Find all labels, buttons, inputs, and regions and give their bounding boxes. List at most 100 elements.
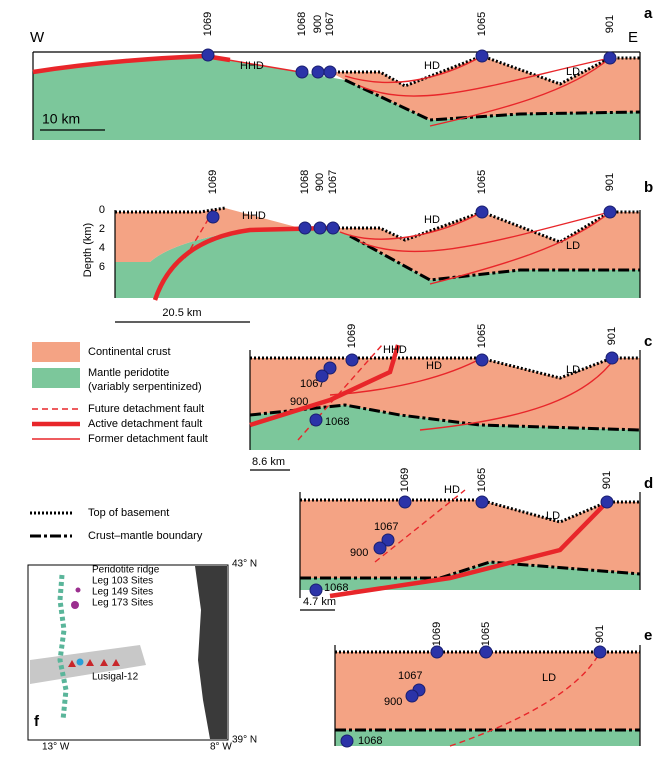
map: Peridotite ridge Leg 103 Sites Leg 149 S… [28,559,257,752]
depth-tick: 4 [99,242,105,254]
site-label: 900 [314,173,326,191]
fault-label: HHD [383,344,407,356]
legend-text: (variably serpentinized) [88,381,202,393]
crust [335,652,640,730]
fault-label: HHD [240,60,264,72]
panel-c: 8.6 km c HHD HD LD [250,333,652,470]
depth-tick: 2 [99,223,105,235]
site-label: 901 [604,173,616,191]
site-marker [202,49,214,61]
crust [300,500,640,578]
site-label: 1065 [476,12,488,36]
site-marker [296,66,308,78]
site-marker [324,66,336,78]
legend-text: Future detachment fault [88,403,204,415]
site-label: 1069 [346,324,358,348]
fault-label: LD [566,364,580,376]
lat-label: 43° N [232,559,257,570]
fault-label: LD [546,510,560,522]
site-marker [76,588,81,593]
map-legend: Peridotite ridge [92,565,160,576]
panel-label: e [644,627,652,644]
site-label: 1065 [476,468,488,492]
site-label: 901 [606,327,618,345]
site-marker [476,354,488,366]
legend-text: Continental crust [88,346,171,358]
map-legend: Leg 149 Sites [92,587,153,598]
site-label: 1065 [476,170,488,194]
fault-label: HD [424,214,440,226]
site-marker [207,211,219,223]
site-marker [310,584,322,596]
west-label: W [30,29,45,46]
depth-tick: 6 [99,261,105,273]
site-marker [604,52,616,64]
site-label: 900 [290,396,308,408]
legend-text: Active detachment fault [88,418,202,430]
scale-label: 10 km [42,111,80,127]
site-marker [476,50,488,62]
depth-tick: 0 [99,204,105,216]
site-marker [312,66,324,78]
site-marker [601,496,613,508]
site-marker [316,370,328,382]
site-marker [341,735,353,747]
fault-label: HD [424,60,440,72]
fault-label: LD [566,66,580,78]
map-legend: Leg 173 Sites [92,598,153,609]
panel-a: 10 km W E a HHD HD LD [30,5,653,140]
profile-label: Lusigal-12 [92,672,139,683]
site-label: 1067 [374,521,398,533]
site-label: 1068 [324,582,348,594]
panel-b: Depth (km) 0 2 4 6 20.5 km b HHD HD LD [82,179,653,322]
legend-text: Top of basement [88,507,169,519]
lon-label: 13° W [42,742,70,752]
legend-swatch [32,342,80,362]
east-label: E [628,29,638,46]
panel-label: b [644,179,653,196]
site-marker [406,690,418,702]
site-label: 1069 [431,622,443,646]
scale-label: 20.5 km [162,307,201,319]
site-marker [476,206,488,218]
scale-label: 8.6 km [252,456,285,468]
lon-label: 8° W [210,742,232,752]
site-marker [299,222,311,234]
site-label: 900 [312,15,324,33]
site-marker [374,542,386,554]
site-marker [77,659,84,666]
site-label: 900 [384,696,402,708]
site-label: 1069 [207,170,219,194]
fault-label: HHD [242,210,266,222]
panel-label: a [644,5,653,22]
site-marker [606,352,618,364]
site-marker [314,222,326,234]
site-label: 1068 [358,735,382,747]
site-label: 1065 [476,324,488,348]
site-label: 1068 [325,416,349,428]
site-marker [594,646,606,658]
site-label: 901 [601,471,613,489]
legend-text: Crust–mantle boundary [88,530,203,542]
site-marker [71,601,79,609]
site-marker [431,646,443,658]
depth-axis-title: Depth (km) [82,223,94,277]
legend-text: Mantle peridotite [88,367,169,379]
fault-label: LD [542,672,556,684]
site-label: 1067 [324,12,336,36]
fault-label: HD [426,360,442,372]
legend-swatch [32,368,80,388]
panel-e: e LD [335,627,652,746]
site-label: 1069 [202,12,214,36]
site-marker [476,496,488,508]
panel-label: c [644,333,652,350]
fault-label: HD [444,484,460,496]
site-label: 901 [594,625,606,643]
panel-label: d [644,475,653,492]
site-label: 1069 [399,468,411,492]
site-label: 1068 [296,12,308,36]
site-label: 1068 [299,170,311,194]
scale-label: 4.7 km [303,596,336,608]
site-label: 1067 [327,170,339,194]
site-marker [604,206,616,218]
